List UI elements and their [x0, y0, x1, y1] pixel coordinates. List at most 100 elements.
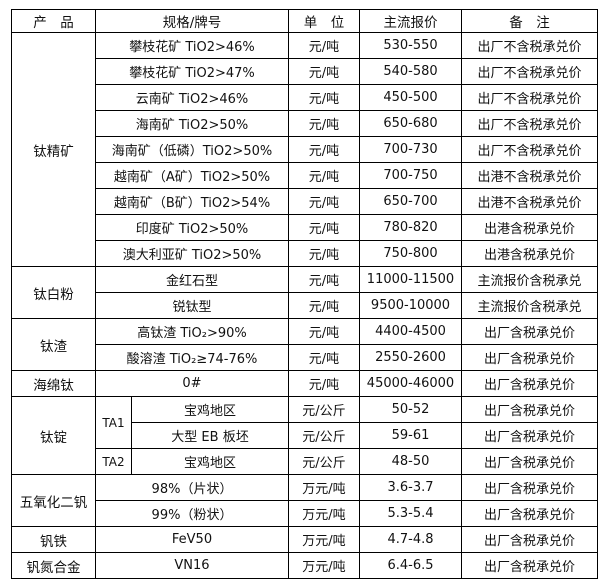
- product-cell: 钛精矿: [11, 32, 96, 267]
- spec-cell: 攀枝花矿 TiO2>46%: [95, 32, 289, 59]
- price-cell: 45000-46000: [359, 370, 462, 397]
- price-table-body: 钛精矿 攀枝花矿 TiO2>46% 元/吨 530-550 出厂不含税承兑价 攀枝花矿 T…: [11, 32, 598, 579]
- table-row: 海南矿 TiO2>50% 元/吨 650-680 出厂不含税承兑价: [12, 110, 598, 137]
- table-row: 云南矿 TiO2>46% 元/吨 450-500 出厂不含税承兑价: [12, 84, 598, 111]
- note-cell: 出厂含税承兑价: [461, 344, 598, 371]
- unit-cell: 万元/吨: [288, 474, 360, 501]
- unit-cell: 元/公斤: [288, 396, 360, 423]
- note-cell: 出厂含税承兑价: [461, 318, 598, 345]
- unit-cell: 元/吨: [288, 292, 360, 319]
- table-row: TA2 宝鸡地区 元/公斤 48-50 出厂含税承兑价: [12, 448, 598, 475]
- table-row: 99%（粉状） 万元/吨 5.3-5.4 出厂含税承兑价: [12, 500, 598, 527]
- unit-cell: 元/吨: [288, 84, 360, 111]
- unit-cell: 万元/吨: [288, 552, 360, 579]
- header-unit: 单 位: [288, 9, 360, 33]
- header-product: 产 品: [11, 9, 96, 33]
- table-row: 五氧化二钒 98%（片状） 万元/吨 3.6-3.7 出厂含税承兑价: [11, 474, 598, 527]
- price-cell: 9500-10000: [359, 292, 462, 319]
- spec-cell: 大型 EB 板坯: [131, 422, 289, 449]
- price-cell: 50-52: [359, 396, 462, 423]
- header-note: 备 注: [461, 9, 598, 33]
- note-cell: 主流报价含税承兑: [461, 292, 598, 319]
- unit-cell: 元/公斤: [288, 422, 360, 449]
- note-cell: 出厂不含税承兑价: [461, 136, 598, 163]
- table-row: 大型 EB 板坯 元/公斤 59-61 出厂含税承兑价: [12, 422, 598, 449]
- unit-cell: 元/公斤: [288, 448, 360, 475]
- table-row: 钒铁 FeV50 万元/吨 4.7-4.8 出厂含税承兑价: [11, 526, 598, 553]
- price-cell: 650-680: [359, 110, 462, 137]
- spec-cell: 越南矿（A矿）TiO2>50%: [95, 162, 289, 189]
- spec-cell: 海南矿 TiO2>50%: [95, 110, 289, 137]
- unit-cell: 元/吨: [288, 58, 360, 85]
- spec-cell: 宝鸡地区: [131, 396, 289, 423]
- price-cell: 3.6-3.7: [359, 474, 462, 501]
- table-row: 印度矿 TiO2>50% 元/吨 780-820 出港含税承兑价: [12, 214, 598, 241]
- spec-cell: 0#: [95, 370, 289, 397]
- grade-cell: TA1: [95, 396, 132, 449]
- unit-cell: 元/吨: [288, 344, 360, 371]
- note-cell: 出厂含税承兑价: [461, 448, 598, 475]
- spec-cell: 海南矿（低磷）TiO2>50%: [95, 136, 289, 163]
- spec-cell: 攀枝花矿 TiO2>47%: [95, 58, 289, 85]
- spec-cell: 越南矿（B矿）TiO2>54%: [95, 188, 289, 215]
- price-cell: 450-500: [359, 84, 462, 111]
- header-spec: 规格/牌号: [95, 9, 289, 33]
- unit-cell: 元/吨: [288, 162, 360, 189]
- spec-cell: 金红石型: [95, 266, 289, 293]
- price-cell: 11000-11500: [359, 266, 462, 293]
- table-row: 海绵钛 0# 元/吨 45000-46000 出厂含税承兑价: [11, 370, 598, 397]
- spec-cell: 锐钛型: [95, 292, 289, 319]
- spec-cell: 澳大利亚矿 TiO2>50%: [95, 240, 289, 267]
- price-cell: 530-550: [359, 32, 462, 59]
- unit-cell: 元/吨: [288, 370, 360, 397]
- unit-cell: 元/吨: [288, 136, 360, 163]
- price-cell: 750-800: [359, 240, 462, 267]
- product-cell: 钛白粉: [11, 266, 96, 319]
- note-cell: 出厂含税承兑价: [461, 552, 598, 579]
- note-cell: 出厂含税承兑价: [461, 422, 598, 449]
- spec-cell: 宝鸡地区: [131, 448, 289, 475]
- note-cell: 出厂不含税承兑价: [461, 58, 598, 85]
- unit-cell: 万元/吨: [288, 526, 360, 553]
- product-cell: 钒铁: [11, 526, 96, 553]
- spec-cell: 高钛渣 TiO₂>90%: [95, 318, 289, 345]
- header-price: 主流报价: [359, 9, 462, 33]
- table-row: 酸溶渣 TiO₂≥74-76% 元/吨 2550-2600 出厂含税承兑价: [12, 344, 598, 371]
- unit-cell: 元/吨: [288, 32, 360, 59]
- spec-cell: VN16: [95, 552, 289, 579]
- table-row: 钛白粉 金红石型 元/吨 11000-11500 主流报价含税承兑: [11, 266, 598, 319]
- product-cell: 钒氮合金: [11, 552, 96, 579]
- table-row: 钛渣 高钛渣 TiO₂>90% 元/吨 4400-4500 出厂含税承兑价: [11, 318, 598, 371]
- price-cell: 48-50: [359, 448, 462, 475]
- product-cell: 海绵钛: [11, 370, 96, 397]
- table-row: 越南矿（A矿）TiO2>50% 元/吨 700-750 出港不含税承兑价: [12, 162, 598, 189]
- price-cell: 700-730: [359, 136, 462, 163]
- note-cell: 出港不含税承兑价: [461, 188, 598, 215]
- price-table: 产 品 规格/牌号 单 位 主流报价 备 注 钛精矿 攀枝花矿 TiO2>46% 元…: [11, 9, 598, 579]
- unit-cell: 元/吨: [288, 318, 360, 345]
- note-cell: 出厂含税承兑价: [461, 500, 598, 527]
- price-table-header: 产 品 规格/牌号 单 位 主流报价 备 注: [11, 9, 598, 33]
- note-cell: 出港不含税承兑价: [461, 162, 598, 189]
- product-cell: 钛锭: [11, 396, 96, 475]
- note-cell: 出厂含税承兑价: [461, 526, 598, 553]
- price-cell: 2550-2600: [359, 344, 462, 371]
- table-row: 越南矿（B矿）TiO2>54% 元/吨 650-700 出港不含税承兑价: [12, 188, 598, 215]
- grade-cell: TA2: [95, 448, 132, 475]
- price-cell: 4400-4500: [359, 318, 462, 345]
- note-cell: 出厂不含税承兑价: [461, 110, 598, 137]
- note-cell: 出厂含税承兑价: [461, 474, 598, 501]
- note-cell: 出厂含税承兑价: [461, 396, 598, 423]
- spec-cell: 99%（粉状）: [95, 500, 289, 527]
- spec-cell: FeV50: [95, 526, 289, 553]
- price-cell: 5.3-5.4: [359, 500, 462, 527]
- note-cell: 出港含税承兑价: [461, 214, 598, 241]
- table-row: 钛精矿 攀枝花矿 TiO2>46% 元/吨 530-550 出厂不含税承兑价: [11, 32, 598, 267]
- unit-cell: 元/吨: [288, 240, 360, 267]
- unit-cell: 万元/吨: [288, 500, 360, 527]
- unit-cell: 元/吨: [288, 188, 360, 215]
- note-cell: 出港含税承兑价: [461, 240, 598, 267]
- note-cell: 出厂含税承兑价: [461, 370, 598, 397]
- price-cell: 650-700: [359, 188, 462, 215]
